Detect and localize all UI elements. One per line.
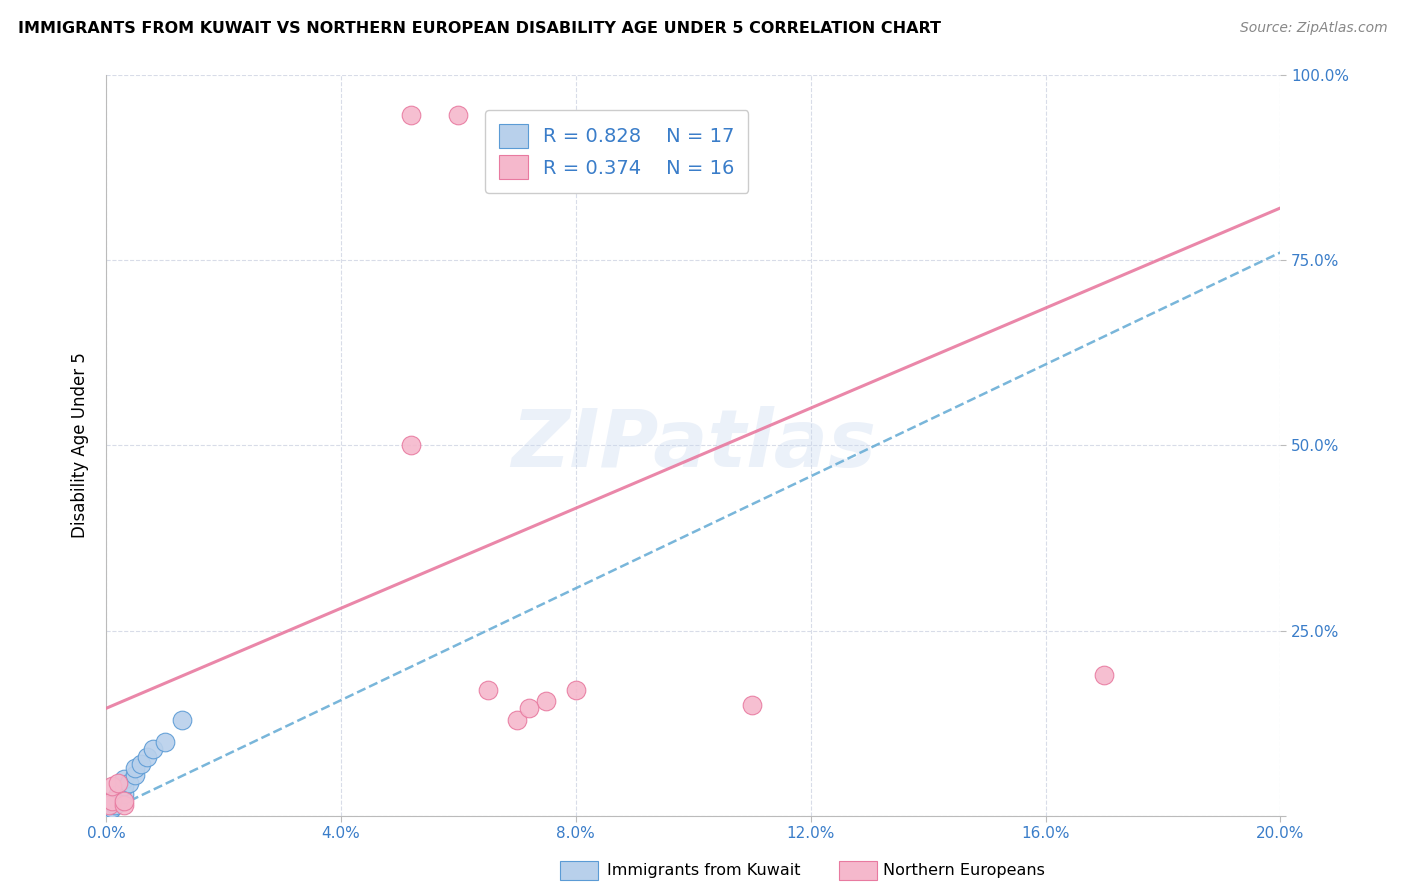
Text: Source: ZipAtlas.com: Source: ZipAtlas.com bbox=[1240, 21, 1388, 35]
Point bbox=[136, 749, 159, 764]
Legend: R = 0.828    N = 17, R = 0.374    N = 16: R = 0.828 N = 17, R = 0.374 N = 16 bbox=[485, 111, 748, 193]
Point bbox=[1092, 668, 1115, 682]
Point bbox=[401, 438, 423, 452]
Point bbox=[129, 757, 152, 772]
Point bbox=[477, 682, 499, 697]
Point bbox=[506, 713, 529, 727]
Text: Immigrants from Kuwait: Immigrants from Kuwait bbox=[607, 863, 801, 878]
Point bbox=[107, 787, 129, 801]
Point bbox=[741, 698, 763, 712]
Point bbox=[107, 794, 129, 808]
Point bbox=[564, 682, 586, 697]
Point bbox=[101, 779, 124, 793]
Point bbox=[112, 797, 135, 812]
Point bbox=[101, 794, 124, 808]
Point bbox=[97, 805, 120, 820]
Point bbox=[104, 797, 127, 812]
Point bbox=[124, 768, 146, 782]
Point bbox=[107, 775, 129, 789]
Point bbox=[447, 108, 470, 122]
Point bbox=[142, 742, 165, 756]
Point bbox=[153, 735, 176, 749]
Point bbox=[124, 761, 146, 775]
Point bbox=[517, 701, 540, 715]
Point bbox=[118, 775, 141, 789]
Point bbox=[172, 713, 194, 727]
Text: ZIPatlas: ZIPatlas bbox=[510, 406, 876, 484]
Point bbox=[112, 794, 135, 808]
Point bbox=[112, 779, 135, 793]
Point bbox=[101, 794, 124, 808]
Y-axis label: Disability Age Under 5: Disability Age Under 5 bbox=[72, 352, 89, 538]
Text: IMMIGRANTS FROM KUWAIT VS NORTHERN EUROPEAN DISABILITY AGE UNDER 5 CORRELATION C: IMMIGRANTS FROM KUWAIT VS NORTHERN EUROP… bbox=[18, 21, 941, 36]
Point bbox=[536, 694, 558, 708]
Point bbox=[101, 801, 124, 815]
Point bbox=[112, 787, 135, 801]
Point bbox=[97, 797, 120, 812]
Point bbox=[401, 108, 423, 122]
Point bbox=[112, 772, 135, 786]
Text: Northern Europeans: Northern Europeans bbox=[883, 863, 1045, 878]
